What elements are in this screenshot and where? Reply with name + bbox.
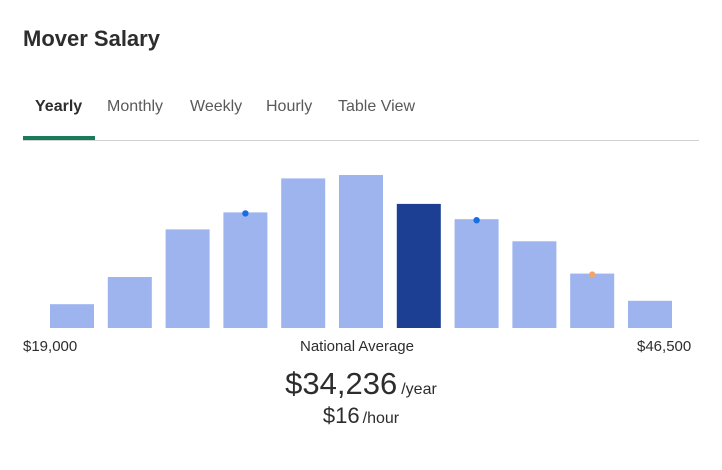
hourly-salary: $16/hour [0,403,722,429]
histogram-bar [50,304,94,328]
histogram-bar [512,241,557,328]
histogram-bar [107,277,152,328]
histogram-bar [165,229,210,328]
yearly-salary: $34,236/year [0,366,722,402]
x-max-label: $46,500 [637,338,692,355]
x-center-label: National Average [300,338,414,355]
histogram-bar [570,273,615,328]
active-tab-indicator [23,136,95,140]
blue-marker-dot [473,217,480,224]
histogram-bar [223,212,268,328]
tab-weekly[interactable]: Weekly [190,98,243,115]
histogram-bar [281,178,326,328]
yearly-salary-amount: $34,236 [285,366,398,401]
tab-hourly[interactable]: Hourly [266,98,313,115]
histogram-bar-average [396,203,441,328]
histogram-bar [454,219,499,328]
hourly-salary-amount: $16 [322,403,360,428]
period-tabs: Yearly Monthly Weekly Hourly Table View [23,92,699,141]
tab-monthly[interactable]: Monthly [107,98,164,115]
yearly-salary-unit: /year [401,381,437,398]
tab-table-view[interactable]: Table View [338,98,416,115]
orange-marker-dot [589,271,596,278]
hourly-salary-unit: /hour [362,410,400,427]
blue-marker-dot [242,210,249,217]
page-title: Mover Salary [23,26,160,51]
histogram-bar [339,175,383,328]
x-min-label: $19,000 [23,338,78,355]
tab-yearly[interactable]: Yearly [35,98,83,115]
salary-distribution-chart [50,175,672,328]
histogram-bar [628,300,672,328]
